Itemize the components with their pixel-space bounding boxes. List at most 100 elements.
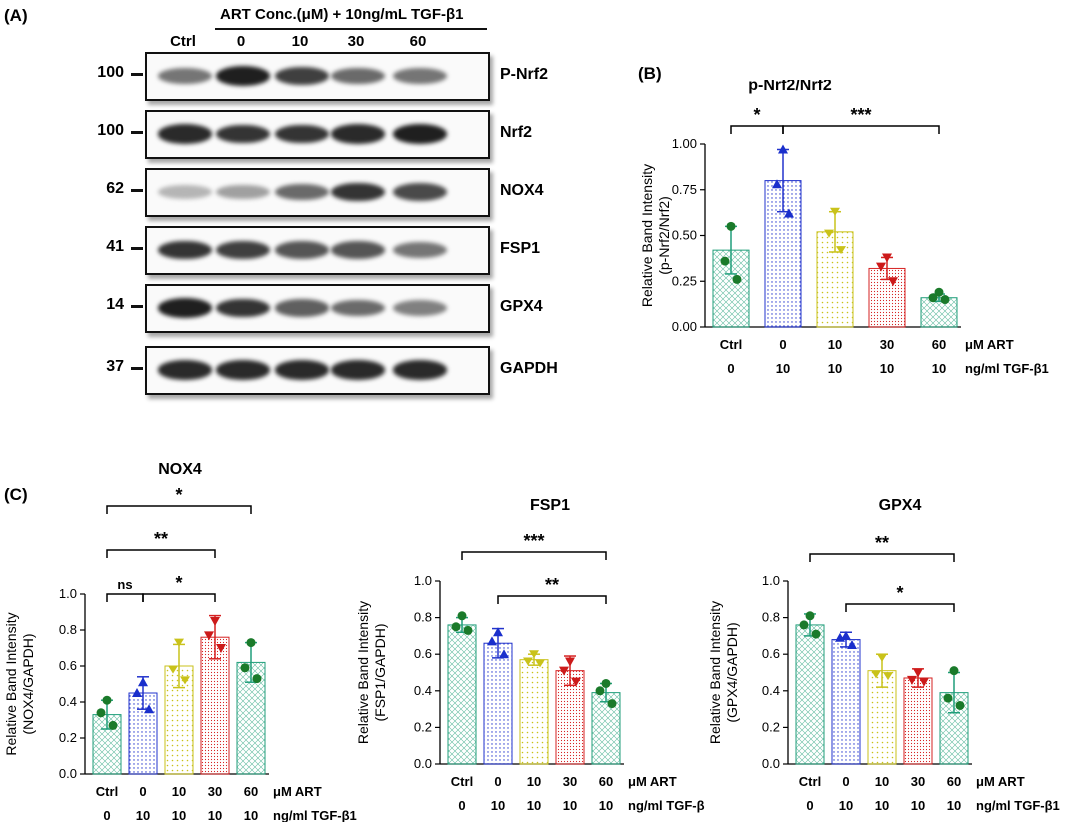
blot-band [275, 241, 329, 259]
blot-band [216, 298, 270, 318]
panel-label-a: (A) [4, 6, 28, 25]
data-point [811, 629, 821, 639]
blot-band [275, 124, 329, 144]
data-point [943, 693, 953, 703]
x-tick-label: 0 [779, 337, 786, 352]
tgf-value-label: 10 [839, 798, 853, 813]
panel-label-c: (C) [4, 485, 28, 504]
tgf-value-label: 10 [932, 361, 946, 376]
data-point [726, 221, 736, 231]
data-point [720, 256, 730, 266]
row-label-tgf: ng/ml TGF-β1 [965, 361, 1049, 376]
significance-label: ** [545, 575, 559, 595]
blot-band [216, 240, 270, 260]
x-tick-label: 0 [842, 774, 849, 789]
significance-bracket [142, 593, 216, 602]
blot-treatment-header: ART Conc.(μM) + 10ng/mL TGF-β1 [220, 6, 464, 23]
tgf-value-label: 10 [136, 808, 150, 822]
blot-mw-marker: 37 [106, 358, 124, 375]
significance-bracket [809, 553, 955, 562]
x-tick-label: 60 [599, 774, 613, 789]
data-point [451, 622, 461, 632]
significance-label: * [175, 573, 182, 593]
y-tick-label: 0.4 [762, 683, 780, 698]
blot-row-fsp1 [145, 226, 490, 275]
x-tick-label: 0 [139, 784, 146, 799]
tgf-value-label: 10 [563, 798, 577, 813]
x-tick-label: 10 [875, 774, 889, 789]
data-point [836, 246, 846, 255]
data-point [168, 665, 178, 674]
blot-band [331, 360, 385, 380]
tgf-value-label: 10 [828, 361, 842, 376]
tgf-value-label: 0 [806, 798, 813, 813]
chart-title: p-Nrf2/Nrf2 [748, 80, 832, 94]
significance-bracket [730, 125, 784, 134]
bar [555, 670, 585, 765]
data-point [246, 638, 256, 648]
blot-mw-marker: 100 [97, 122, 124, 139]
data-point [559, 666, 569, 676]
blot-band [275, 360, 329, 380]
x-tick-label: 10 [828, 337, 842, 352]
chart-fsp1: FSP1 Relative Band Intensity(FSP1/GAPDH) 0… [355, 497, 705, 813]
y-tick-label: 0.0 [414, 756, 432, 771]
data-point [601, 678, 611, 688]
tgf-value-label: 10 [599, 798, 613, 813]
data-point [499, 649, 509, 659]
tgf-value-label: 0 [458, 798, 465, 813]
blot-band [158, 240, 212, 260]
blot-mw-tick [131, 189, 143, 192]
tgf-value-label: 10 [875, 798, 889, 813]
blot-row-nrf2 [145, 110, 490, 159]
blot-band [393, 183, 447, 201]
y-axis-label-line: Relative Band Intensity [355, 601, 371, 744]
blot-band [275, 66, 329, 86]
blot-mw-tick [131, 247, 143, 250]
blot-band [158, 124, 212, 144]
y-tick-label: 1.00 [672, 136, 697, 151]
data-point [144, 704, 154, 714]
y-tick-label: 0.25 [672, 273, 697, 288]
data-point [830, 207, 840, 216]
significance-bracket [845, 603, 955, 612]
blot-band [331, 299, 385, 317]
chart-p-nrf2-nrf2: p-Nrf2/Nrf2 Relative Band Intensity(p-Nrf… [639, 80, 1049, 376]
bar [868, 267, 906, 328]
y-axis-label-line: (GPX4/GAPDH) [724, 622, 740, 722]
blot-band [393, 124, 447, 144]
data-point [108, 720, 118, 730]
blot-mw-marker: 62 [106, 180, 124, 197]
data-point [913, 668, 923, 678]
blot-band [393, 300, 447, 316]
y-axis-label: Relative Band Intensity(GPX4/GAPDH) [707, 601, 740, 744]
chart-gpx4: GPX4 Relative Band Intensity(GPX4/GAPDH) 0… [707, 497, 1060, 813]
y-tick-label: 0.8 [414, 610, 432, 625]
blot-row-gpx4 [145, 284, 490, 333]
x-tick-label: Ctrl [96, 784, 118, 799]
blot-mw-marker: 100 [97, 64, 124, 81]
row-label-tgf: ng/ml TGF-β1 [628, 798, 705, 813]
row-label-tgf: ng/ml TGF-β1 [273, 808, 357, 822]
blot-band [331, 124, 385, 144]
data-point [595, 686, 605, 696]
bar [519, 659, 549, 765]
row-label-art: μM ART [976, 774, 1025, 789]
significance-bracket [106, 505, 252, 514]
x-tick-label: 60 [947, 774, 961, 789]
data-point [955, 700, 965, 710]
chart-nox4: NOX4 Relative Band Intensity(NOX4/GAPDH) 0… [3, 461, 357, 822]
tgf-value-label: 10 [947, 798, 961, 813]
x-tick-label: 10 [527, 774, 541, 789]
x-tick-label: Ctrl [720, 337, 742, 352]
y-tick-label: 0.2 [762, 719, 780, 734]
tgf-value-label: 10 [172, 808, 186, 822]
data-point [571, 677, 581, 687]
significance-label: * [175, 485, 182, 505]
y-axis-label: Relative Band Intensity(NOX4/GAPDH) [3, 612, 36, 755]
y-tick-label: 0.6 [414, 646, 432, 661]
blot-band [216, 360, 270, 380]
row-label-tgf: ng/ml TGF-β1 [976, 798, 1060, 813]
blot-row-p-nrf2 [145, 52, 490, 101]
chart-title: FSP1 [530, 497, 570, 514]
